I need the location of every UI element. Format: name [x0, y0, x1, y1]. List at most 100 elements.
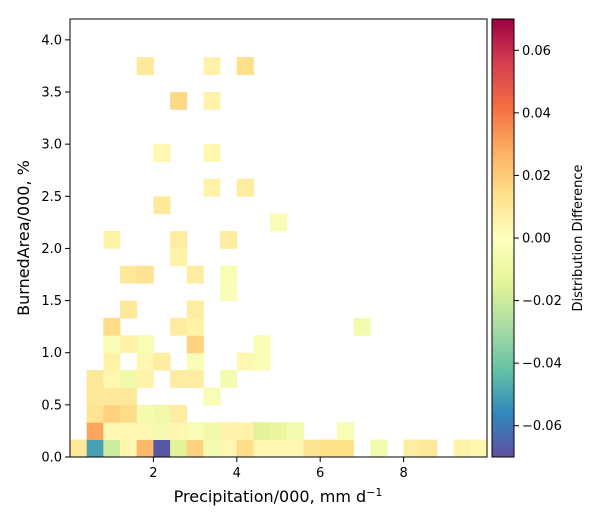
colorbar-gradient — [491, 18, 515, 458]
heatmap-cell — [303, 439, 321, 458]
heatmap-cell — [203, 178, 221, 197]
heatmap-cell — [136, 265, 154, 284]
x-axis-ticks: 2 4 6 8 — [149, 457, 408, 481]
heatmap-cell — [253, 335, 271, 354]
heatmap-cell — [170, 404, 188, 423]
heatmap-cell — [120, 265, 138, 284]
heatmap-cell — [336, 422, 354, 440]
heatmap-cell — [153, 422, 171, 440]
y-axis-ticks: 0.0 0.5 1.0 1.5 2.0 2.5 3.0 3.5 4.0 — [41, 33, 70, 466]
y-tick-label: 1.5 — [41, 294, 62, 309]
heatmap-cell — [153, 144, 171, 162]
plot-frame — [69, 18, 488, 458]
heatmap-cell — [353, 317, 371, 336]
heatmap-cell — [153, 352, 171, 371]
heatmap-cell — [453, 439, 471, 458]
heatmap-cell — [120, 404, 138, 423]
x-tick-label: 8 — [399, 466, 407, 481]
heatmap-cell — [136, 422, 154, 440]
heatmap-cell — [236, 57, 254, 75]
colorbar-ticks: −0.06 −0.04 −0.02 0.00 0.02 0.04 0.06 — [514, 44, 562, 434]
heatmap-cell — [103, 317, 121, 336]
heatmap-cell — [120, 422, 138, 440]
heatmap-cell — [186, 439, 204, 458]
heatmap-cell — [136, 404, 154, 423]
heatmap-cell — [153, 196, 171, 215]
x-tick-label: 4 — [233, 466, 241, 481]
heatmap-cell — [286, 422, 304, 440]
heatmap-cell — [270, 422, 288, 440]
heatmap-cell — [203, 57, 221, 75]
heatmap-cell — [270, 439, 288, 458]
heatmap-cell — [170, 422, 188, 440]
heatmap-cell — [120, 370, 138, 388]
heatmap-cell — [103, 370, 121, 388]
heatmap-cell — [86, 370, 104, 388]
heatmap-cell — [370, 439, 388, 458]
y-tick-label: 0.5 — [41, 398, 62, 413]
heatmap-cell — [253, 439, 271, 458]
heatmap-cell — [170, 439, 188, 458]
colorbar-tick-label: 0.00 — [522, 232, 551, 247]
heatmap-cell — [220, 422, 238, 440]
heatmap-cell — [153, 404, 171, 423]
heatmap-cell — [170, 317, 188, 336]
heatmap-cell — [403, 439, 421, 458]
colorbar: −0.06 −0.04 −0.02 0.00 0.02 0.04 0.06 Distribu… — [491, 18, 586, 458]
heatmap-cell — [136, 370, 154, 388]
y-tick-label: 0.0 — [41, 451, 62, 466]
colorbar-tick-label: −0.04 — [522, 357, 562, 372]
heatmap-cell — [320, 439, 338, 458]
heatmap-cell — [120, 387, 138, 406]
colorbar-tick-label: −0.02 — [522, 294, 562, 309]
heatmap-cell — [186, 300, 204, 319]
heatmap-cell — [136, 439, 154, 458]
heatmap-cell — [120, 335, 138, 354]
y-tick-label: 2.5 — [41, 190, 62, 205]
plot-area — [69, 18, 488, 458]
heatmap-cell — [103, 422, 121, 440]
heatmap-cell — [220, 231, 238, 249]
colorbar-tick-label: 0.06 — [522, 44, 551, 59]
y-axis-label: BurnedArea/000, % — [14, 160, 33, 316]
heatmap-cell — [86, 439, 104, 458]
x-tick-label: 2 — [149, 466, 157, 481]
heatmap-cell — [136, 335, 154, 354]
colorbar-tick-label: 0.02 — [522, 169, 551, 184]
x-axis-label: Precipitation/000, mm d−1 — [174, 486, 383, 506]
heatmap-cell — [236, 439, 254, 458]
heatmap-cell — [236, 422, 254, 440]
heatmap-cell — [220, 283, 238, 301]
heatmap-cells — [70, 57, 488, 458]
heatmap-cell — [170, 248, 188, 267]
heatmap-cell — [103, 387, 121, 406]
y-tick-label: 3.0 — [41, 138, 62, 153]
heatmap-cell — [203, 439, 221, 458]
heatmap-cell — [203, 387, 221, 406]
colorbar-tick-label: 0.04 — [522, 106, 551, 121]
heatmap-cell — [86, 404, 104, 423]
heatmap-cell — [203, 144, 221, 162]
x-tick-label: 6 — [316, 466, 324, 481]
heatmap-cell — [103, 335, 121, 354]
heatmap-cell — [186, 370, 204, 388]
heatmap-cell — [186, 335, 204, 354]
heatmap-cell — [336, 439, 354, 458]
heatmap-cell — [286, 439, 304, 458]
heatmap-cell — [103, 352, 121, 371]
heatmap-cell — [220, 370, 238, 388]
heatmap-cell — [103, 404, 121, 423]
heatmap-cell — [220, 439, 238, 458]
heatmap-cell — [86, 422, 104, 440]
heatmap-cell — [236, 352, 254, 371]
colorbar-tick-label: −0.06 — [522, 419, 562, 434]
heatmap-cell — [186, 265, 204, 284]
heatmap-cell — [120, 300, 138, 319]
heatmap-cell — [120, 439, 138, 458]
heatmap-cell — [70, 439, 88, 458]
heatmap-cell — [153, 439, 171, 458]
heatmap-cell — [203, 92, 221, 110]
heatmap-cell — [186, 317, 204, 336]
heatmap-cell — [103, 231, 121, 249]
